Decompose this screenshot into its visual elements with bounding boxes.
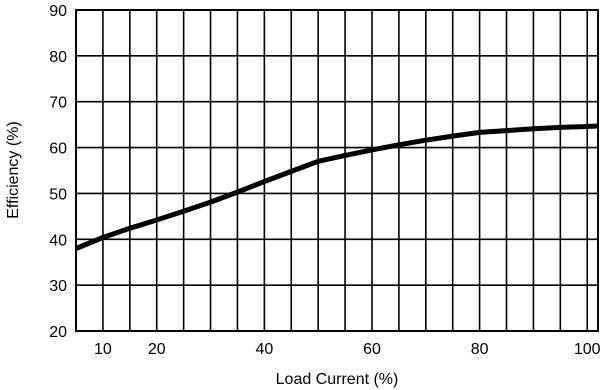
y-tick-label: 60 bbox=[49, 141, 67, 158]
y-tick-label: 50 bbox=[49, 186, 67, 203]
x-tick-label: 100 bbox=[574, 341, 601, 358]
x-tick-label: 40 bbox=[255, 341, 273, 358]
y-tick-label: 40 bbox=[49, 232, 67, 249]
y-axis-title: Efficiency (%) bbox=[5, 121, 22, 219]
y-tick-label: 20 bbox=[49, 324, 67, 341]
efficiency-line bbox=[75, 123, 599, 251]
x-tick-label: 10 bbox=[94, 341, 112, 358]
y-tick-label: 30 bbox=[49, 278, 67, 295]
y-tick-label: 90 bbox=[49, 3, 67, 20]
x-tick-label: 60 bbox=[363, 341, 381, 358]
y-tick-label: 80 bbox=[49, 49, 67, 66]
x-tick-label: 20 bbox=[148, 341, 166, 358]
x-axis-title: Load Current (%) bbox=[276, 371, 399, 388]
y-tick-label: 70 bbox=[49, 95, 67, 112]
x-tick-labels: 10 20 40 60 80 100 bbox=[94, 341, 601, 358]
grid bbox=[76, 10, 598, 331]
x-tick-label: 80 bbox=[471, 341, 489, 358]
y-tick-labels: 20 30 40 50 60 70 80 90 bbox=[49, 3, 67, 341]
plot-area-frame bbox=[75, 9, 599, 332]
